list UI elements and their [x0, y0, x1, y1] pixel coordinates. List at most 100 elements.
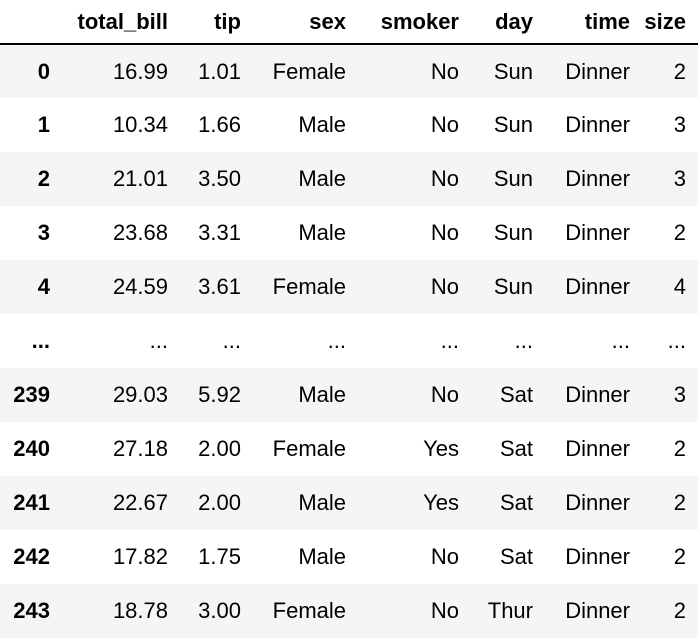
row-index: 4 [37, 274, 50, 299]
cell-sex: Female [272, 58, 346, 84]
cell-tip: 1.66 [198, 112, 241, 137]
cell-smoker: No [430, 382, 459, 407]
cell-sex: Male [298, 544, 346, 569]
cell-total-bill: 27.18 [112, 436, 168, 461]
cell-sex: Male [298, 112, 346, 137]
row-index: 3 [37, 220, 50, 245]
cell-smoker: No [430, 166, 459, 191]
table-row: 242 17.82 1.75 Male No Sat Dinner 2 [0, 530, 698, 584]
cell-sex: Female [272, 274, 346, 299]
cell-total-bill: 17.82 [112, 544, 168, 569]
cell-tip: 1.75 [198, 544, 241, 569]
cell-size: 2 [673, 490, 686, 515]
cell-total-bill: 18.78 [112, 598, 168, 623]
cell-smoker: ... [440, 328, 459, 353]
cell-tip: 2.00 [198, 436, 241, 461]
column-header-smoker: smoker [356, 0, 469, 45]
cell-tip: 2.00 [198, 490, 241, 515]
column-header-tip: tip [178, 0, 251, 45]
cell-smoker: Yes [423, 436, 459, 461]
cell-day: Sun [493, 58, 533, 84]
row-index: 1 [37, 112, 50, 137]
table-row: ........................ [0, 314, 698, 368]
cell-smoker: Yes [423, 490, 459, 515]
cell-size: 3 [673, 382, 686, 407]
index-header [0, 0, 60, 45]
cell-day: Sat [499, 382, 533, 407]
cell-day: Sun [493, 166, 533, 191]
row-index: 243 [13, 598, 50, 623]
cell-total-bill: ... [149, 328, 168, 353]
cell-time: Dinner [565, 544, 630, 569]
cell-sex: ... [327, 328, 346, 353]
header-row: total_bill tip sex smoker day time size [0, 0, 698, 45]
row-index: 241 [13, 490, 50, 515]
cell-sex: Female [272, 436, 346, 461]
cell-sex: Male [298, 382, 346, 407]
cell-tip: 1.01 [198, 58, 241, 84]
table-row: 2 21.01 3.50 Male No Sun Dinner 3 [0, 152, 698, 206]
cell-total-bill: 10.34 [112, 112, 168, 137]
cell-smoker: No [430, 598, 459, 623]
row-index: 2 [37, 166, 50, 191]
column-header-sex: sex [251, 0, 356, 45]
cell-total-bill: 22.67 [112, 490, 168, 515]
row-index: ... [31, 328, 50, 353]
cell-time: Dinner [565, 490, 630, 515]
cell-smoker: No [430, 220, 459, 245]
table-row: 1 10.34 1.66 Male No Sun Dinner 3 [0, 98, 698, 152]
table-header: total_bill tip sex smoker day time size [0, 0, 698, 45]
cell-time: Dinner [565, 58, 630, 84]
row-index: 0 [37, 58, 50, 84]
cell-time: ... [611, 328, 630, 353]
cell-time: Dinner [565, 274, 630, 299]
cell-day: Sun [493, 112, 533, 137]
cell-smoker: No [430, 544, 459, 569]
cell-sex: Male [298, 220, 346, 245]
column-header-time: time [543, 0, 640, 45]
cell-total-bill: 23.68 [112, 220, 168, 245]
cell-smoker: No [430, 274, 459, 299]
column-header-size: size [640, 0, 698, 45]
cell-size: ... [667, 328, 686, 353]
cell-day: Sat [499, 490, 533, 515]
cell-day: Sat [499, 544, 533, 569]
cell-time: Dinner [565, 112, 630, 137]
cell-day: Sun [493, 274, 533, 299]
cell-tip: 5.92 [198, 382, 241, 407]
row-index: 240 [13, 436, 50, 461]
cell-tip: 3.00 [198, 598, 241, 623]
cell-sex: Male [298, 166, 346, 191]
table-row: 4 24.59 3.61 Female No Sun Dinner 4 [0, 260, 698, 314]
cell-size: 2 [673, 544, 686, 569]
cell-sex: Male [298, 490, 346, 515]
cell-tip: 3.31 [198, 220, 241, 245]
table-row: 239 29.03 5.92 Male No Sat Dinner 3 [0, 368, 698, 422]
cell-day: ... [514, 328, 533, 353]
table-row: 3 23.68 3.31 Male No Sun Dinner 2 [0, 206, 698, 260]
cell-size: 2 [673, 58, 686, 84]
cell-total-bill: 24.59 [112, 274, 168, 299]
cell-sex: Female [272, 598, 346, 623]
table-row: 240 27.18 2.00 Female Yes Sat Dinner 2 [0, 422, 698, 476]
cell-size: 2 [673, 598, 686, 623]
table-row: 241 22.67 2.00 Male Yes Sat Dinner 2 [0, 476, 698, 530]
table-row: 243 18.78 3.00 Female No Thur Dinner 2 [0, 584, 698, 638]
cell-size: 3 [673, 112, 686, 137]
cell-total-bill: 21.01 [112, 166, 168, 191]
column-header-day: day [469, 0, 543, 45]
cell-size: 4 [673, 274, 686, 299]
cell-total-bill: 16.99 [112, 58, 168, 84]
table-body: 0 16.99 1.01 Female No Sun Dinner 2 1 10.34 1.66 Ma… [0, 44, 698, 638]
cell-time: Dinner [565, 436, 630, 461]
cell-size: 2 [673, 436, 686, 461]
cell-size: 3 [673, 166, 686, 191]
cell-time: Dinner [565, 166, 630, 191]
cell-total-bill: 29.03 [112, 382, 168, 407]
cell-day: Sun [493, 220, 533, 245]
cell-time: Dinner [565, 382, 630, 407]
cell-tip: 3.50 [198, 166, 241, 191]
column-header-total-bill: total_bill [60, 0, 178, 45]
cell-time: Dinner [565, 598, 630, 623]
